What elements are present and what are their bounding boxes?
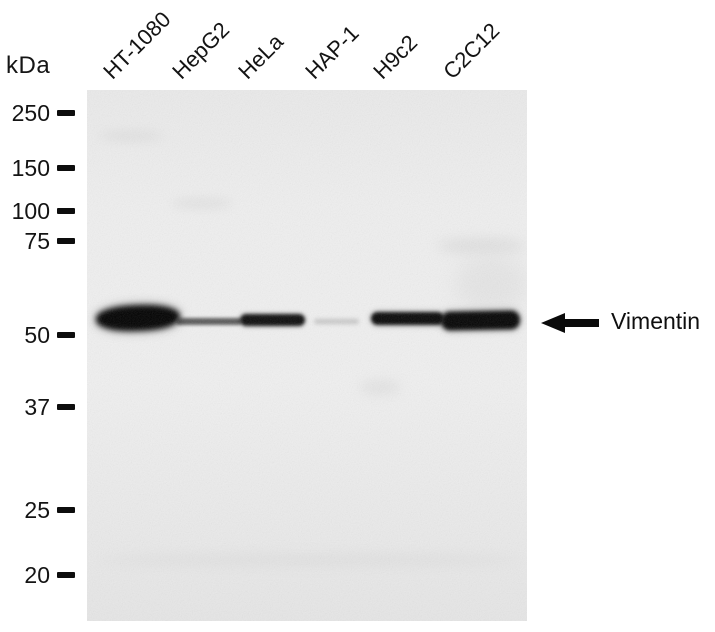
target-protein-label: Vimentin — [611, 308, 701, 334]
marker-label-20: 20 — [24, 561, 50, 588]
faint-smudge — [437, 238, 525, 254]
lane-label-c2c12: C2C12 — [438, 17, 505, 84]
kda-unit-label: kDa — [6, 52, 51, 79]
marker-tick-icon — [57, 507, 75, 513]
marker-row-25: 25 — [2, 495, 75, 525]
band-h9c2 — [371, 312, 444, 325]
marker-label-50: 50 — [24, 321, 50, 348]
marker-label-25: 25 — [24, 496, 50, 523]
marker-tick-icon — [57, 208, 75, 214]
lane-label-hela: HeLa — [233, 29, 289, 84]
band-hela — [240, 314, 305, 326]
marker-label-250: 250 — [11, 99, 50, 126]
marker-tick-icon — [57, 110, 75, 116]
marker-row-20: 20 — [2, 560, 75, 590]
band-ht-1080 — [95, 303, 181, 333]
blot-membrane — [87, 90, 527, 621]
marker-row-37: 37 — [2, 392, 75, 422]
marker-tick-icon — [57, 404, 75, 410]
film-grain-texture — [87, 90, 527, 621]
marker-tick-icon — [57, 332, 75, 338]
faint-background-streak — [97, 554, 521, 566]
lane-label-h9c2: H9c2 — [368, 29, 423, 84]
lane-label-ht-1080: HT-1080 — [98, 6, 176, 84]
marker-row-150: 150 — [2, 153, 75, 183]
faint-smear — [455, 255, 527, 313]
faint-smudge — [359, 380, 401, 395]
marker-tick-icon — [57, 165, 75, 171]
band-hepg2 — [176, 318, 242, 325]
marker-tick-icon — [57, 572, 75, 578]
lane-label-hap-1: HAP-1 — [300, 20, 364, 84]
marker-row-50: 50 — [2, 320, 75, 350]
faint-smudge — [99, 130, 163, 142]
marker-row-75: 75 — [2, 226, 75, 256]
faint-smudge — [171, 198, 233, 209]
marker-row-250: 250 — [2, 98, 75, 128]
marker-label-100: 100 — [11, 197, 50, 224]
band-hap-1 — [314, 319, 359, 324]
marker-label-37: 37 — [24, 393, 50, 420]
marker-tick-icon — [57, 238, 75, 244]
marker-label-75: 75 — [24, 227, 50, 254]
band-c2c12 — [440, 310, 521, 331]
marker-label-150: 150 — [11, 154, 50, 181]
left-arrow-icon — [541, 313, 599, 333]
marker-row-100: 100 — [2, 196, 75, 226]
